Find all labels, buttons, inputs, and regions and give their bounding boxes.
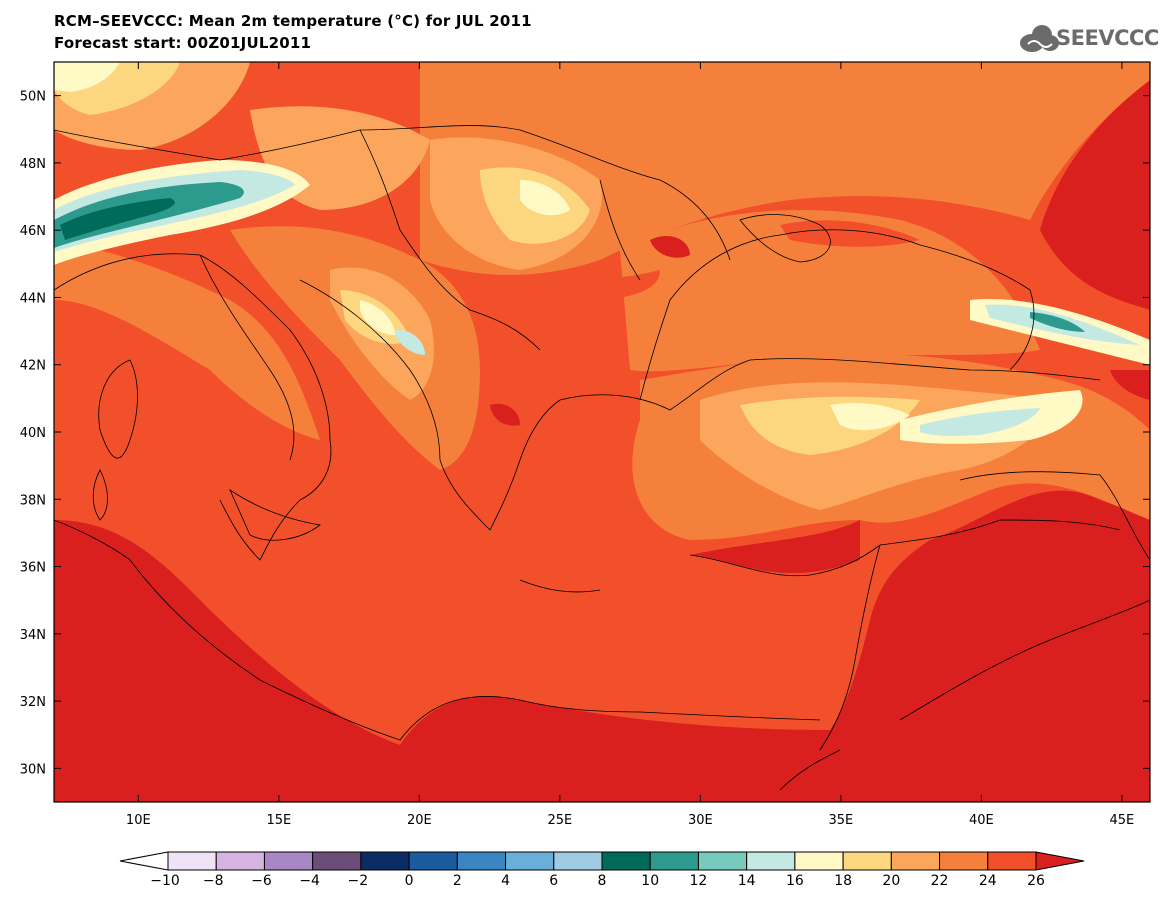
colorbar-segment	[649, 851, 699, 871]
colorbar-label: −4	[299, 873, 320, 889]
colorbar-label: −6	[251, 873, 272, 889]
colorbar-segment	[263, 851, 314, 871]
colorbar-segment	[360, 851, 410, 871]
lat-label: 48N	[20, 157, 46, 172]
colorbar-segment	[408, 851, 458, 871]
seevccc-logo	[1020, 25, 1059, 52]
colorbar-label: 10	[641, 873, 660, 889]
lon-label: 10E	[126, 813, 151, 828]
longitude-axis: 10E 15E 20E 25E 30E 35E 40E 45E	[126, 62, 1134, 828]
lon-label: 25E	[547, 813, 572, 828]
lon-label: 20E	[407, 813, 432, 828]
colorbar-segment	[167, 851, 217, 871]
logo-text: SEEVCCC	[1056, 26, 1159, 50]
colorbar-label: −2	[347, 873, 369, 889]
colorbar-label: 4	[501, 873, 510, 889]
lon-label: 15E	[266, 813, 291, 828]
lat-label: 34N	[20, 628, 46, 643]
lon-label: 35E	[828, 813, 853, 828]
colorbar-label: 8	[597, 873, 607, 889]
lat-label: 30N	[20, 762, 46, 777]
latitude-axis: 50N 48N 46N 44N 42N 40N 38N 36N 34N 32N 30N	[20, 90, 1150, 777]
lat-label: 50N	[20, 90, 46, 105]
colorbar-label: 14	[737, 873, 756, 889]
lon-label: 45E	[1110, 813, 1135, 828]
colorbar-label: 12	[689, 873, 708, 889]
colorbar-label: 6	[549, 873, 559, 889]
colorbar-label: 0	[404, 873, 414, 889]
lat-label: 42N	[20, 359, 46, 374]
colorbar-segment	[794, 851, 844, 871]
colorbar-segment	[746, 851, 796, 871]
colorbar-segment	[215, 851, 265, 871]
colorbar-segment	[505, 851, 555, 871]
colorbar-segment	[987, 851, 1037, 871]
lat-label: 44N	[20, 291, 46, 306]
cloud-icon	[1020, 25, 1059, 52]
colorbar-segment	[939, 851, 989, 871]
colorbar-label: 24	[978, 873, 997, 889]
colorbar-min-arrow	[119, 851, 169, 871]
map-title: RCM–SEEVCCC: Mean 2m temperature (°C) fo…	[54, 12, 532, 30]
colorbar-label: 18	[834, 873, 853, 889]
colorbar-segment	[601, 851, 651, 871]
colorbar-segment	[456, 851, 507, 871]
colorbar-label: 20	[882, 873, 901, 889]
lat-label: 32N	[20, 695, 46, 710]
lat-label: 40N	[20, 426, 46, 441]
colorbar-label: 16	[785, 873, 804, 889]
lat-label: 46N	[20, 224, 46, 239]
temperature-field	[54, 62, 1150, 802]
colorbar-segment	[890, 851, 941, 871]
forecast-start-label: Forecast start: 00Z01JUL2011	[54, 34, 312, 52]
colorbar-segment	[697, 851, 748, 871]
lat-label: 38N	[20, 493, 46, 508]
colorbar-label: 26	[1027, 873, 1045, 889]
lat-label: 36N	[20, 561, 46, 576]
colorbar-label: 2	[452, 873, 462, 889]
colorbar-segment	[312, 851, 362, 871]
lon-label: 30E	[688, 813, 713, 828]
colorbar-segment	[842, 851, 892, 871]
colorbar-segment	[553, 851, 603, 871]
colorbar-label: −8	[202, 873, 224, 889]
coastlines	[54, 125, 1150, 791]
lon-label: 40E	[969, 813, 994, 828]
colorbar-label: 22	[930, 873, 949, 889]
colorbar-label: −10	[150, 873, 180, 889]
colorbar-max-arrow	[1035, 851, 1085, 871]
